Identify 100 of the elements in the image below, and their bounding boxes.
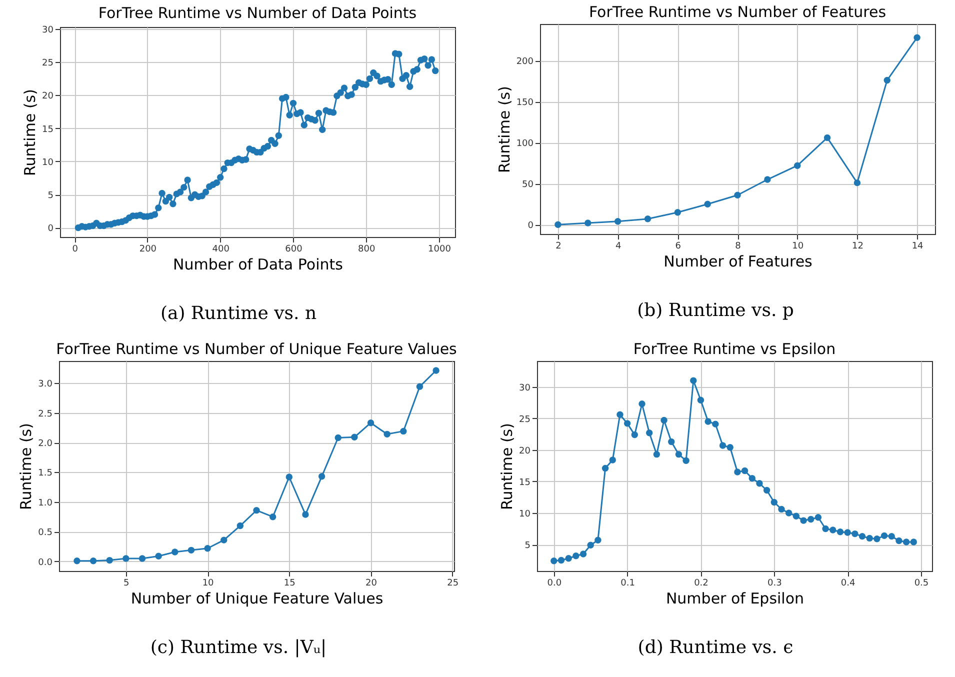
y-axis-title: Runtime (s) [17,423,36,510]
x-tick-label: 0 [72,244,78,254]
point [138,555,146,562]
point [763,486,770,494]
point [794,162,801,169]
x-axis-title: Number of Epsilon [666,590,804,608]
point [302,511,309,518]
point [741,467,748,474]
y-tick-label: 2.5 [38,409,52,420]
y-tick-label: 0 [528,221,534,232]
point [602,464,609,472]
point [824,134,831,142]
point [253,506,260,514]
point [554,221,562,228]
y-tick-label: 10 [42,158,54,168]
chart-title: ForTree Runtime vs Epsilon [633,340,836,358]
x-axis-title: Number of Unique Feature Values [130,590,384,608]
y-tick-label: 5 [524,541,530,552]
y-tick-label: 25 [42,58,54,69]
point [697,396,704,404]
x-tick-label: 8 [735,242,742,252]
x-tick-label: 2 [556,242,562,252]
point [690,377,697,384]
point [188,546,195,554]
x-tick-label: 0.1 [620,578,635,588]
x-axis-title: Number of Data Points [173,256,344,274]
point [106,556,113,564]
point [572,552,580,560]
y-tick-label: 25 [519,414,530,425]
point [896,537,902,544]
point [719,442,726,449]
x-tick-label: 600 [285,244,303,254]
x-tick-label: 25 [447,578,459,588]
y-axis-title: Runtime (s) [498,423,516,510]
y-tick-label: 15 [519,478,530,488]
y-tick-label: 1.5 [38,468,52,479]
y-tick-label: 0.5 [38,528,52,538]
point [558,556,565,564]
text: (c) Runtime vs. |Vᵤ| [150,637,327,660]
y-tick-label: 200 [516,57,534,68]
point [682,457,690,464]
point [631,431,638,438]
point [910,538,917,546]
point [808,516,814,523]
point [638,400,646,408]
point [748,474,756,482]
x-tick-label: 20 [366,578,378,588]
y-tick-label: 0 [48,224,54,234]
x-tick-label: 1000 [428,244,452,254]
y-tick-label: 20 [519,446,531,456]
point [675,450,682,458]
point [236,522,244,530]
point [822,525,829,532]
point [384,430,390,438]
point [830,526,836,534]
point [880,532,888,540]
x-tick-label: 0.2 [694,578,708,588]
point [660,416,668,424]
point [416,383,424,390]
x-tick-label: 0.3 [767,578,782,588]
x-tick-label: 10 [202,578,214,588]
y-tick-label: 15 [42,124,54,135]
point [770,498,778,506]
point [844,529,851,536]
point [587,542,594,548]
point [674,208,682,216]
y-tick-label: 0.0 [38,558,53,568]
y-tick-label: 10 [519,509,531,520]
point [734,192,741,198]
x-axis-title: Number of Features [664,252,813,270]
point [580,550,587,558]
point [704,418,712,425]
x-tick-label: 4 [615,242,622,252]
point [565,555,572,562]
point [624,420,631,427]
point [155,552,162,560]
point [204,545,211,552]
y-tick-label: 2.0 [38,439,53,449]
point [584,220,592,226]
text: (d) Runtime vs. ϵ [638,637,794,660]
point [800,517,807,524]
point [726,444,734,451]
point [712,420,719,428]
x-tick-label: 12 [852,242,864,252]
x-tick-label: 200 [139,244,157,254]
chart-title: ForTree Runtime vs Number of Unique Feature Values [56,340,458,358]
point [609,456,616,464]
point [814,514,822,521]
y-tick-label: 20 [42,92,54,102]
y-tick-label: 3.0 [38,380,53,390]
x-tick-label: 6 [675,242,682,252]
y-tick-label: 30 [519,383,531,394]
y-tick-label: 30 [42,25,54,36]
point [874,535,880,542]
point [734,468,741,476]
y-tick-label: 1.0 [38,498,53,508]
point [764,176,771,183]
point [668,438,675,446]
y-tick-label: 150 [516,98,534,108]
y-axis-title: Runtime (s) [495,86,514,173]
